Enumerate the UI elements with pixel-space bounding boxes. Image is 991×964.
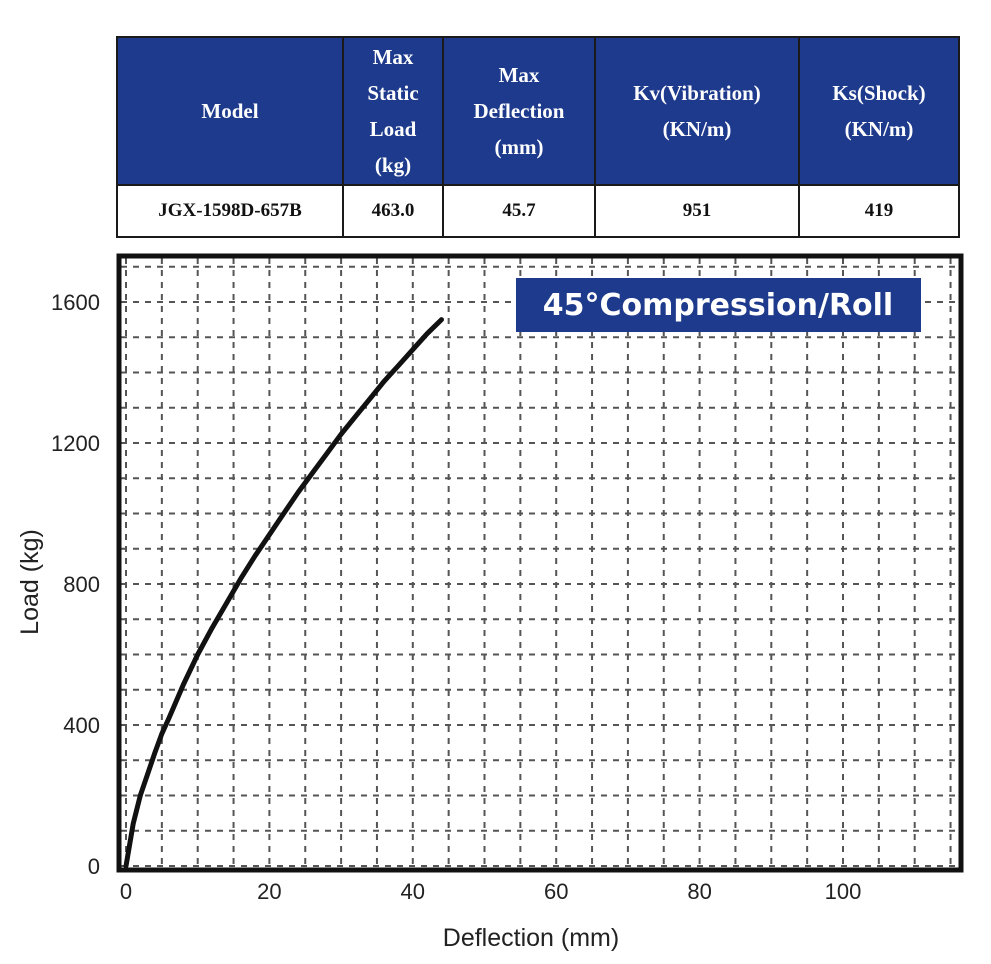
y-axis-label: Load (kg)	[16, 529, 44, 635]
header-line: Max	[372, 45, 414, 69]
header-kv-vibration: Kv(Vibration) (KN/m)	[594, 36, 800, 186]
y-tick-label: 800	[63, 572, 100, 597]
header-model: Model	[116, 36, 344, 186]
cell-max-static-load: 463.0	[342, 184, 444, 238]
header-model-line: Model	[201, 99, 259, 123]
cell-model: JGX-1598D-657B	[116, 184, 344, 238]
cell-ks-shock: 419	[798, 184, 960, 238]
x-tick-label: 100	[825, 879, 862, 904]
load-curve	[123, 317, 444, 869]
x-tick-label: 40	[401, 879, 425, 904]
header-max-deflection: Max Deflection (mm)	[442, 36, 596, 186]
y-tick-label: 1600	[51, 290, 100, 315]
y-tick-label: 0	[88, 854, 100, 879]
x-axis-label: Deflection (mm)	[443, 924, 619, 952]
chart-title: 45°Compression/Roll	[543, 288, 893, 323]
header-line: Ks(Shock)	[832, 81, 926, 105]
x-tick-label: 60	[544, 879, 568, 904]
chart-title-box	[516, 278, 921, 332]
y-tick-label: 400	[63, 713, 100, 738]
spec-table: Model Max Static Load (kg) Max Deflectio…	[116, 36, 960, 238]
cell-max-deflection: 45.7	[442, 184, 596, 238]
plot-frame	[116, 253, 964, 873]
header-max-static-load: Max Static Load (kg)	[342, 36, 444, 186]
header-line: Deflection	[473, 99, 565, 123]
header-line: (mm)	[494, 135, 544, 159]
header-line: Kv(Vibration)	[633, 81, 761, 105]
x-tick-label: 80	[687, 879, 711, 904]
header-line: Load	[369, 117, 417, 141]
header-ks-shock: Ks(Shock) (KN/m)	[798, 36, 960, 186]
header-line: (kg)	[374, 153, 412, 177]
x-tick-label: 20	[257, 879, 281, 904]
x-tick-label: 0	[120, 879, 132, 904]
header-line: (KN/m)	[844, 117, 914, 141]
spec-table-header-row: Model Max Static Load (kg) Max Deflectio…	[116, 36, 960, 186]
header-line: Static	[367, 81, 419, 105]
grid	[121, 258, 959, 868]
y-tick-label: 1200	[51, 431, 100, 456]
table-row: JGX-1598D-657B 463.0 45.7 951 419	[116, 184, 960, 238]
header-line: Max	[498, 63, 540, 87]
tick-labels: 0 20 40 60 80 100 0 400 800 1200 1600	[51, 290, 861, 904]
cell-kv-vibration: 951	[594, 184, 800, 238]
header-line: (KN/m)	[662, 117, 732, 141]
